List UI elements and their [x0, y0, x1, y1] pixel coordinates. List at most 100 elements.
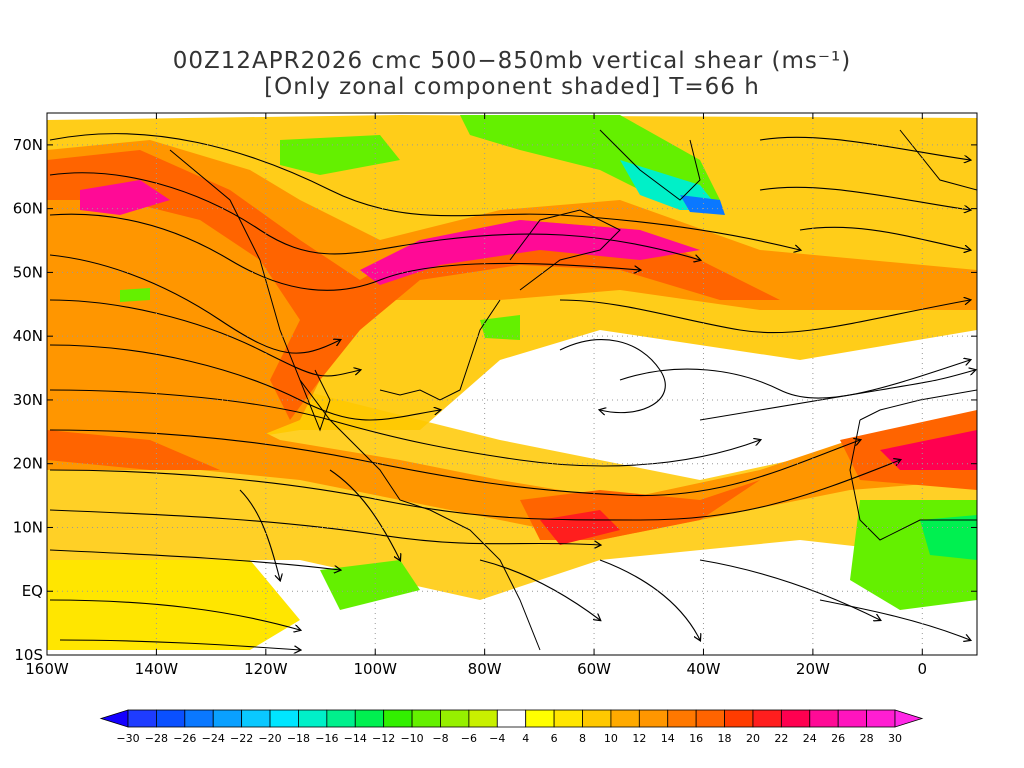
streamline — [59, 639, 300, 650]
colorbar: −30 −28 −26 −24 −22 −20 −18 −16 −14 −12 −10 −8 −6 −4 4… — [99, 709, 924, 745]
colorbar-swatch — [695, 709, 725, 728]
colorbar-swatch — [525, 709, 555, 728]
colorbar-label: 20 — [746, 732, 760, 745]
colorbar-swatch — [127, 709, 157, 728]
map-frame — [46, 112, 978, 656]
chart-subtitle: [Only zonal component shaded] T=66 h — [264, 74, 760, 100]
colorbar-swatch — [780, 709, 811, 728]
colorbar-label: −24 — [202, 732, 225, 745]
colorbar-label: 8 — [579, 732, 586, 745]
streamline-layer — [49, 133, 975, 650]
colorbar-label: −20 — [258, 732, 281, 745]
colorbar-swatch — [638, 709, 669, 728]
streamline — [819, 599, 970, 640]
colorbar-label: −16 — [315, 732, 338, 745]
colorbar-label: 22 — [774, 732, 788, 745]
colorbar-swatch — [298, 709, 328, 728]
colorbar-swatch — [440, 709, 470, 728]
lat-label: 20N — [13, 455, 43, 473]
lon-label: 140W — [135, 660, 179, 678]
lon-label: 0 — [918, 660, 928, 678]
colorbar-label: −30 — [116, 732, 139, 745]
streamline — [559, 339, 666, 413]
colorbar-label: −14 — [344, 732, 367, 745]
streamline — [49, 599, 300, 630]
lon-label: 80W — [468, 660, 502, 678]
colorbar-label: −6 — [461, 732, 477, 745]
lon-label: 20W — [796, 660, 830, 678]
colorbar-swatch — [582, 709, 612, 728]
colorbar-label: 4 — [522, 732, 529, 745]
colorbar-swatch — [383, 709, 413, 728]
colorbar-label: 24 — [803, 732, 817, 745]
streamline — [49, 389, 760, 467]
lon-label: 100W — [354, 660, 398, 678]
streamline — [239, 489, 280, 580]
lon-label: 40W — [687, 660, 721, 678]
axis-ticks — [46, 113, 977, 656]
colorbar-label: −26 — [173, 732, 196, 745]
colorbar-label: −10 — [400, 732, 423, 745]
chart-title: 00Z12APR2026 cmc 500−850mb vertical shea… — [172, 48, 852, 74]
colorbar-label: −12 — [372, 732, 395, 745]
lon-label: 120W — [244, 660, 288, 678]
colorbar-swatch — [326, 709, 356, 728]
colorbar-swatch — [269, 709, 299, 728]
axis-labels: 160W 140W 120W 100W 80W 60W 40W 20W 0 70N 60N 50N 40… — [13, 136, 927, 678]
colorbar-swatch — [809, 709, 839, 728]
colorbar-swatch — [354, 709, 385, 728]
colorbar-swatch — [241, 709, 271, 728]
lon-label: 60W — [577, 660, 611, 678]
shading-layer — [47, 113, 977, 655]
colorbar-swatch — [866, 709, 896, 728]
colorbar-label: 10 — [604, 732, 618, 745]
streamline — [49, 549, 340, 570]
colorbar-label: 30 — [888, 732, 902, 745]
lat-label: 50N — [13, 263, 43, 281]
colorbar-swatch — [667, 709, 697, 728]
streamline — [619, 360, 970, 399]
colorbar-label: −4 — [489, 732, 505, 745]
streamline — [599, 559, 700, 640]
streamline — [759, 186, 970, 210]
streamline — [479, 559, 600, 620]
lon-label: 160W — [25, 660, 69, 678]
colorbar-label: −22 — [230, 732, 253, 745]
colorbar-low-arrow — [99, 709, 129, 728]
colorbar-swatch — [212, 709, 243, 728]
streamline — [699, 370, 975, 421]
lat-label: EQ — [22, 582, 43, 600]
colorbar-high-arrow — [894, 709, 924, 728]
colorbar-swatch — [468, 709, 498, 728]
colorbar-label: 16 — [689, 732, 703, 745]
colorbar-swatch — [610, 709, 640, 728]
colorbar-label: 14 — [661, 732, 675, 745]
colorbar-label: 12 — [632, 732, 646, 745]
colorbar-label: −28 — [145, 732, 168, 745]
streamline — [49, 509, 600, 545]
colorbar-swatch — [752, 709, 782, 728]
colorbar-swatch — [411, 709, 441, 728]
lat-label: 60N — [13, 200, 43, 218]
colorbar-label: 26 — [831, 732, 845, 745]
streamline — [799, 226, 970, 250]
lat-label: 10S — [14, 646, 43, 664]
streamline — [49, 344, 440, 421]
colorbar-swatch — [553, 709, 583, 728]
streamline — [699, 559, 880, 620]
colorbar-swatch — [724, 709, 754, 728]
streamline — [759, 136, 970, 160]
colorbar-swatch — [184, 709, 214, 728]
lat-label: 40N — [13, 327, 43, 345]
streamline — [49, 213, 640, 291]
lat-label: 10N — [13, 518, 43, 536]
lat-label: 70N — [13, 136, 43, 154]
colorbar-label: 18 — [718, 732, 732, 745]
streamline — [559, 300, 970, 334]
streamline — [49, 254, 340, 354]
streamline — [329, 469, 400, 560]
lat-label: 30N — [13, 391, 43, 409]
colorbar-label: −8 — [432, 732, 448, 745]
colorbar-swatch — [837, 709, 867, 728]
